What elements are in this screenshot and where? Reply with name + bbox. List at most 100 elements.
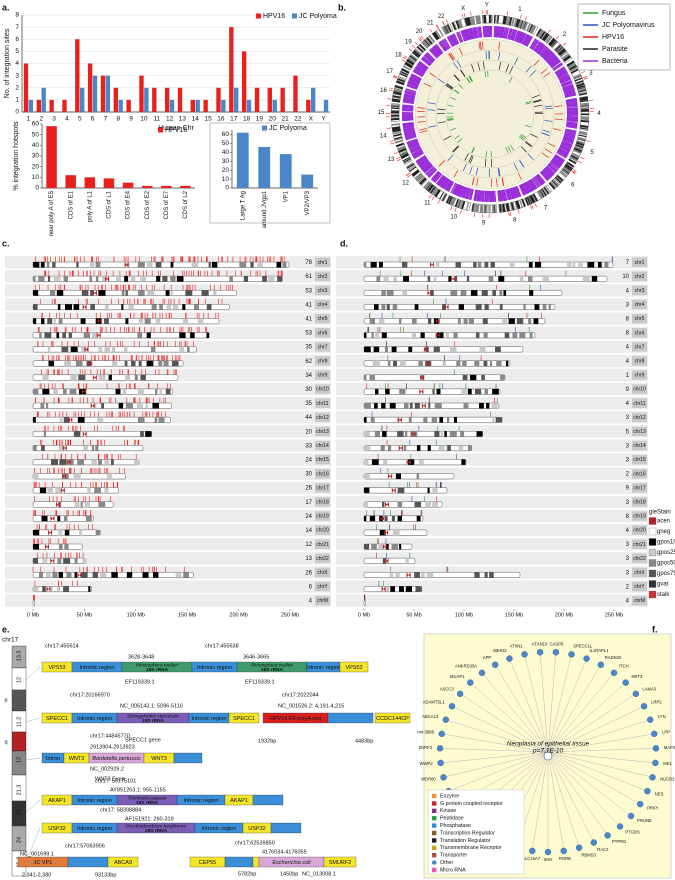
circos-ring — [445, 69, 535, 159]
band — [33, 388, 39, 395]
legend-label: Bacteria — [602, 58, 628, 65]
legend-label: HPV16 — [602, 34, 624, 41]
chromosome — [363, 473, 455, 480]
chr-label: chrY — [634, 584, 645, 590]
bar — [234, 87, 239, 112]
y-tick-label: 0 — [15, 109, 19, 116]
chr-label-box — [315, 328, 330, 338]
count-label: 3 — [626, 415, 630, 421]
chr-label: chr3 — [318, 288, 328, 294]
band — [390, 586, 395, 592]
bacteria-tick — [456, 185, 462, 196]
bacteria-tick — [537, 44, 546, 54]
ring-tick — [498, 51, 501, 60]
bacteria-tick — [534, 42, 543, 52]
centromere — [380, 515, 385, 522]
bacteria-tick — [526, 181, 533, 192]
band — [83, 445, 88, 451]
bacteria-tick — [410, 76, 421, 82]
count-label: 4 — [309, 598, 313, 604]
bacteria-tick — [469, 188, 473, 200]
band — [137, 417, 145, 423]
bacteria-tick — [430, 170, 439, 180]
bacteria-tick — [441, 178, 449, 188]
band — [42, 558, 48, 564]
ideogram-band — [455, 20, 460, 29]
ring-tick — [429, 72, 437, 78]
bacteria-tick — [522, 34, 528, 45]
bacteria-tick — [556, 151, 567, 158]
ideogram-band — [556, 174, 564, 182]
ring-tick — [547, 142, 556, 148]
band — [383, 276, 389, 282]
band — [33, 473, 39, 479]
chr-label: chr13 — [633, 429, 646, 435]
band — [94, 487, 101, 494]
hit-tick — [396, 157, 401, 160]
band — [484, 304, 489, 310]
chromosome — [32, 374, 179, 381]
ideogram-band — [434, 189, 441, 197]
link-line — [25, 666, 41, 681]
bacteria-tick — [547, 164, 557, 173]
chr-label: chr1 — [635, 260, 645, 266]
bacteria-tick — [525, 182, 532, 193]
ideogram-band — [448, 196, 453, 205]
band — [63, 388, 67, 395]
y-tick-label: 30 — [32, 153, 40, 160]
band — [95, 262, 101, 268]
band — [490, 262, 495, 268]
segment — [374, 712, 411, 724]
legend-swatch — [292, 13, 297, 19]
hit-tick — [407, 174, 411, 178]
band — [364, 515, 367, 522]
bacteria-tick — [532, 40, 539, 51]
chr-label: chrY — [317, 584, 328, 590]
bacteria-tick — [415, 66, 426, 73]
ideogram-band — [559, 50, 568, 58]
bar — [306, 99, 311, 112]
hit-tick — [562, 42, 567, 46]
band — [481, 290, 488, 296]
bacteria-tick — [428, 169, 438, 178]
band — [397, 501, 403, 508]
bacteria-tick — [553, 157, 563, 165]
ring-tick — [544, 148, 552, 154]
band — [128, 304, 134, 310]
bacteria-tick — [473, 189, 477, 201]
hit-tick — [392, 76, 397, 79]
annotation: EF119339.1 — [245, 679, 275, 685]
bacteria-tick — [503, 189, 507, 201]
hit-marks — [385, 397, 498, 403]
band — [414, 572, 420, 578]
bacteria-tick — [562, 84, 574, 89]
bar — [28, 99, 34, 112]
chromosome-label: 14 — [380, 134, 387, 140]
count-label: 33 — [305, 443, 312, 449]
ideogram-band — [519, 20, 524, 29]
band — [95, 276, 99, 282]
bacteria-tick — [425, 53, 435, 62]
bacteria-tick — [495, 26, 498, 38]
bacteria-tick — [410, 147, 421, 153]
ideogram-band — [391, 126, 401, 129]
x-tick-label: CDS of E4 — [126, 190, 132, 219]
ring-tick — [437, 78, 445, 84]
chromosome — [32, 431, 152, 437]
band — [444, 431, 447, 437]
segment — [173, 752, 203, 764]
chr-label-box — [315, 497, 330, 507]
band — [187, 346, 190, 353]
chr-label-box — [315, 285, 330, 296]
ideogram-band — [397, 77, 406, 82]
bacteria-tick — [465, 29, 470, 41]
hit-tick — [419, 37, 423, 41]
bacteria-tick — [511, 29, 515, 41]
hit-marks — [41, 312, 219, 319]
ideogram-band — [446, 195, 451, 204]
ring-tick — [445, 83, 453, 89]
x-tick-label: poly A of L1 — [87, 190, 93, 222]
band-label: 12 — [16, 757, 22, 763]
x-tick-label: 150 Mb — [178, 612, 196, 618]
bacteria-tick — [522, 34, 528, 45]
